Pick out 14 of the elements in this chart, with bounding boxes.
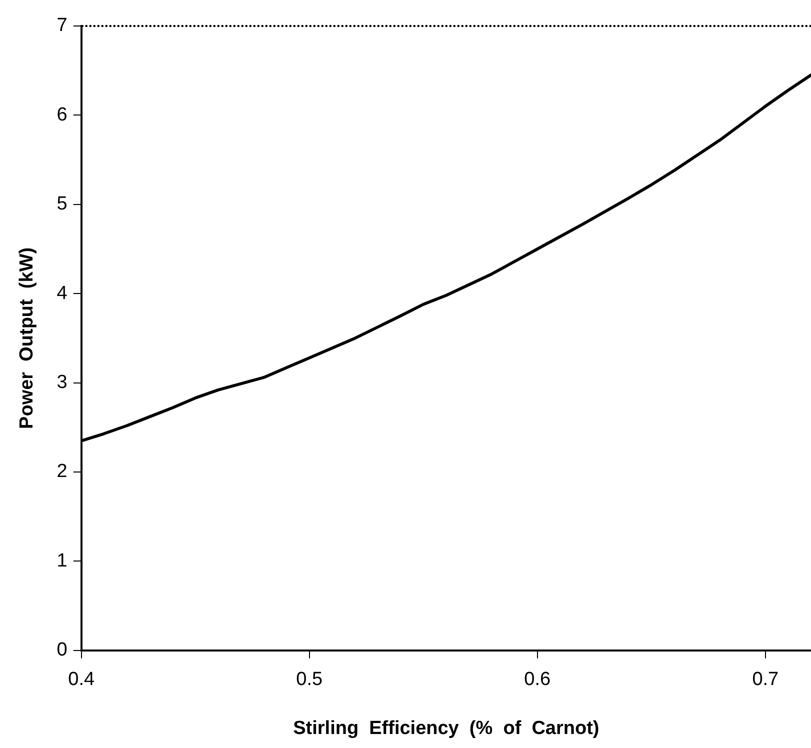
y-tick-label: 3 — [56, 372, 68, 394]
y-axis-title: Power Output (kW) — [16, 247, 38, 429]
y-tick-label: 7 — [56, 15, 68, 36]
y-tick-label: 1 — [56, 550, 68, 572]
x-tick-label: 0.6 — [524, 669, 551, 690]
x-tick-label: 0.5 — [296, 669, 323, 690]
y-tick-label: 0 — [56, 640, 68, 661]
y-tick-label: 6 — [56, 104, 68, 126]
y-tick-label: 2 — [56, 461, 68, 482]
x-axis-title: Stirling Efficiency (% of Carnot) — [293, 718, 600, 739]
x-tick-label: 0.7 — [752, 669, 779, 690]
x-tick-label: 0.4 — [68, 669, 95, 690]
y-tick-label: 4 — [56, 282, 68, 304]
y-tick-label: 5 — [56, 194, 68, 215]
